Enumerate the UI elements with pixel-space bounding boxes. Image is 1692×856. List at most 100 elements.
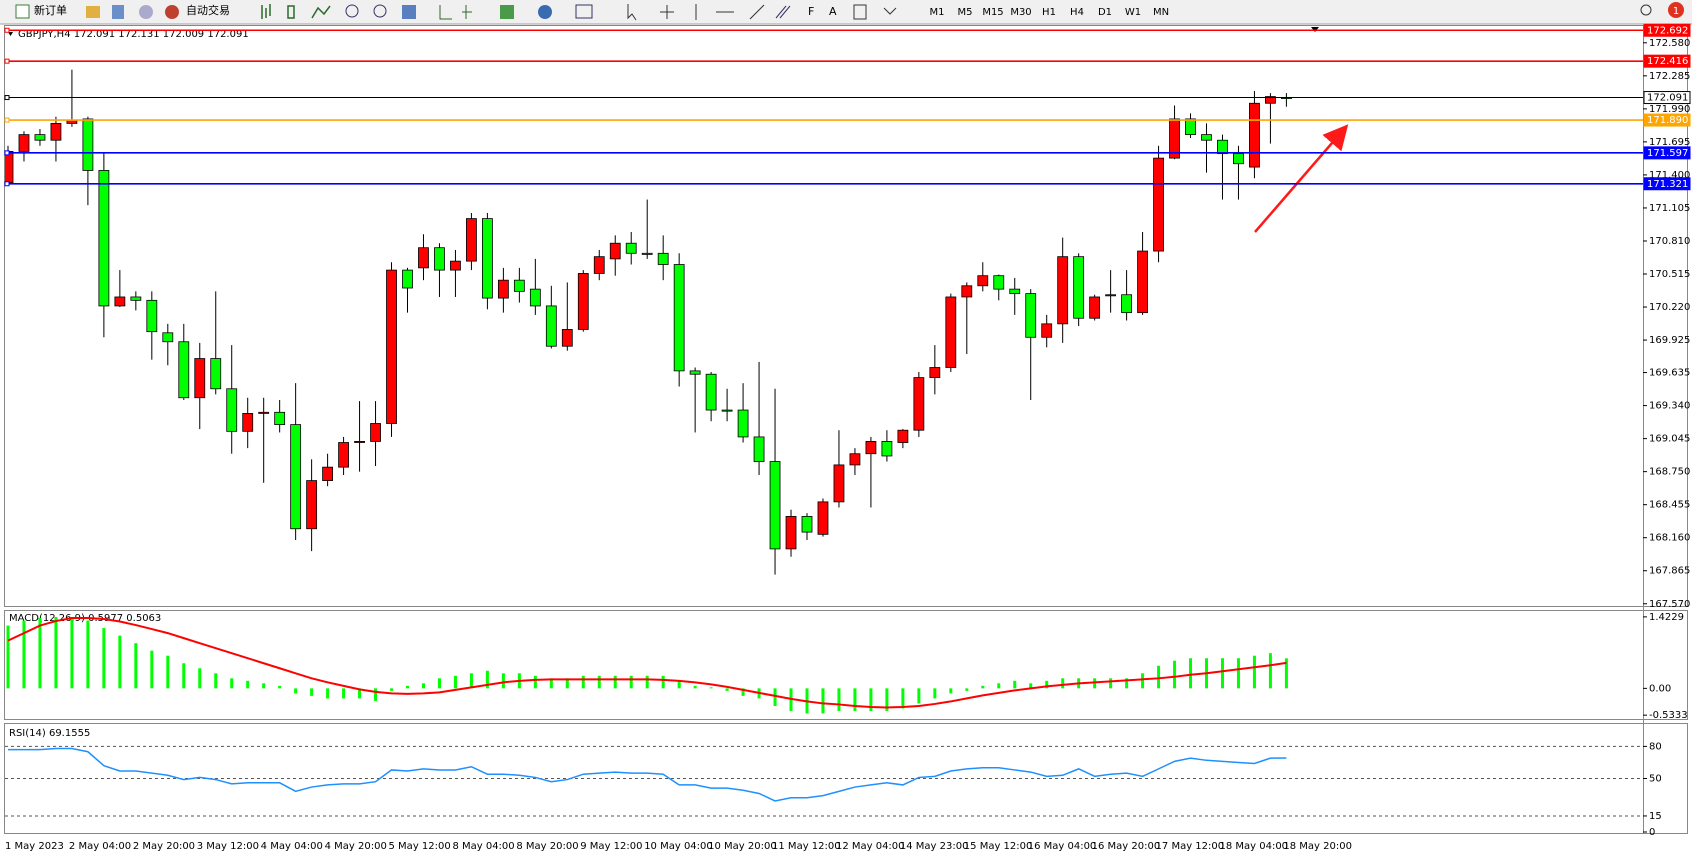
toolbar-button[interactable]: 自动交易 <box>186 3 230 17</box>
x-tick-label: 18 May 04:00 <box>1219 841 1288 852</box>
x-tick-label: 10 May 20:00 <box>708 841 777 852</box>
y-tick-label: 169.045 <box>1649 434 1690 445</box>
notification-badge[interactable] <box>1668 2 1684 18</box>
y-tick-label: 171.695 <box>1649 137 1690 148</box>
candle-body <box>1105 294 1117 297</box>
timeframe-button[interactable]: W1 <box>1125 7 1141 18</box>
candle-body <box>258 411 270 414</box>
x-tick-label: 10 May 04:00 <box>644 841 713 852</box>
y-tick-label: 168.750 <box>1649 467 1690 478</box>
y-tick-label: 80 <box>1649 741 1662 752</box>
macd-bar <box>70 617 74 689</box>
timeframe-button[interactable]: M30 <box>1010 7 1031 18</box>
candle-body <box>1249 102 1260 168</box>
icon[interactable] <box>261 4 271 19</box>
icon[interactable] <box>287 5 295 19</box>
icon[interactable] <box>439 5 472 20</box>
y-tick-label: 170.220 <box>1649 302 1690 313</box>
candle-body <box>913 377 925 431</box>
toolbar-button[interactable]: 新订单 <box>34 3 67 17</box>
macd-bar <box>645 675 649 689</box>
zoom-out[interactable] <box>373 4 387 18</box>
macd-bar <box>437 678 441 689</box>
candle-body <box>1041 323 1053 338</box>
candle-body <box>769 461 781 550</box>
candle-body <box>625 242 637 254</box>
new-order-icon[interactable] <box>15 4 30 19</box>
macd-bar <box>134 643 138 689</box>
macd-bar <box>933 688 937 699</box>
macd-bar <box>1125 678 1129 689</box>
level-handle <box>4 150 10 156</box>
level-handle <box>4 58 10 64</box>
macd-bar <box>374 688 378 701</box>
candle-body <box>545 305 557 347</box>
macd-bar <box>1141 673 1145 689</box>
candle-body <box>977 275 989 287</box>
candle-body <box>1025 293 1037 338</box>
icon[interactable] <box>500 5 514 19</box>
macd-panel <box>4 610 1688 720</box>
y-tick-label: 169.635 <box>1649 368 1690 379</box>
x-tick-label: 9 May 12:00 <box>580 841 642 852</box>
icon[interactable]: F <box>808 5 814 18</box>
candle-body <box>178 341 190 399</box>
y-tick-label: 0 <box>1649 827 1655 838</box>
y-tick-label: 171.105 <box>1649 203 1690 214</box>
timeframe-button[interactable]: H4 <box>1070 7 1084 18</box>
icon[interactable] <box>575 4 593 19</box>
icon[interactable] <box>311 5 331 19</box>
timeframe-button[interactable]: M1 <box>930 7 945 18</box>
icon[interactable]: A <box>829 5 837 18</box>
macd-bar <box>613 675 617 689</box>
timeframe-button[interactable]: MN <box>1153 7 1169 18</box>
level-handle <box>4 181 10 187</box>
y-tick-label: 15 <box>1649 811 1662 822</box>
candle-body <box>801 516 813 533</box>
candle-body <box>34 134 46 141</box>
timeframe-button[interactable]: H1 <box>1042 7 1056 18</box>
timeframe-button[interactable]: M5 <box>958 7 973 18</box>
candle-body <box>50 123 62 141</box>
icon[interactable] <box>775 5 791 19</box>
candle-body <box>1201 134 1212 141</box>
search[interactable] <box>1640 4 1652 16</box>
candle-body <box>1121 294 1132 314</box>
icon[interactable] <box>112 5 124 19</box>
y-tick-label: 167.865 <box>1649 566 1690 577</box>
candle-body <box>513 279 525 292</box>
candle-body <box>657 252 669 265</box>
candle-body <box>1153 157 1164 252</box>
icon[interactable] <box>853 4 867 20</box>
y-tick-label: 172.285 <box>1649 71 1690 82</box>
rsi-title: RSI(14) 69.1555 <box>9 728 90 739</box>
chart-title: GBPJPY,H4 172.091 172.131 172.009 172.09… <box>18 29 249 40</box>
timeframe-button[interactable]: D1 <box>1098 7 1112 18</box>
draw-tools[interactable] <box>695 4 765 20</box>
icon[interactable] <box>883 7 897 15</box>
auto-trade-icon[interactable] <box>165 5 179 19</box>
macd-bar <box>38 618 42 689</box>
timeframe-button[interactable]: M15 <box>982 7 1003 18</box>
x-tick-label: 1 May 2023 <box>5 841 64 852</box>
x-tick-label: 16 May 04:00 <box>1028 841 1097 852</box>
icon[interactable] <box>139 5 153 19</box>
icon[interactable] <box>402 5 416 19</box>
icon[interactable] <box>86 6 100 18</box>
chart-menu[interactable] <box>8 32 13 36</box>
candle-body <box>226 388 238 432</box>
candle-body <box>402 269 413 289</box>
candle-body <box>561 329 573 347</box>
candle-body <box>146 299 158 333</box>
x-tick-label: 15 May 12:00 <box>964 841 1033 852</box>
candle-body <box>721 409 733 412</box>
macd-bar <box>198 668 202 689</box>
crosshair[interactable] <box>660 5 674 19</box>
icon[interactable] <box>538 5 552 19</box>
candle-body <box>194 358 206 399</box>
zoom-in[interactable] <box>345 4 359 18</box>
cursor[interactable] <box>627 4 637 21</box>
macd-bar <box>102 628 106 689</box>
candle-body <box>1233 153 1244 165</box>
